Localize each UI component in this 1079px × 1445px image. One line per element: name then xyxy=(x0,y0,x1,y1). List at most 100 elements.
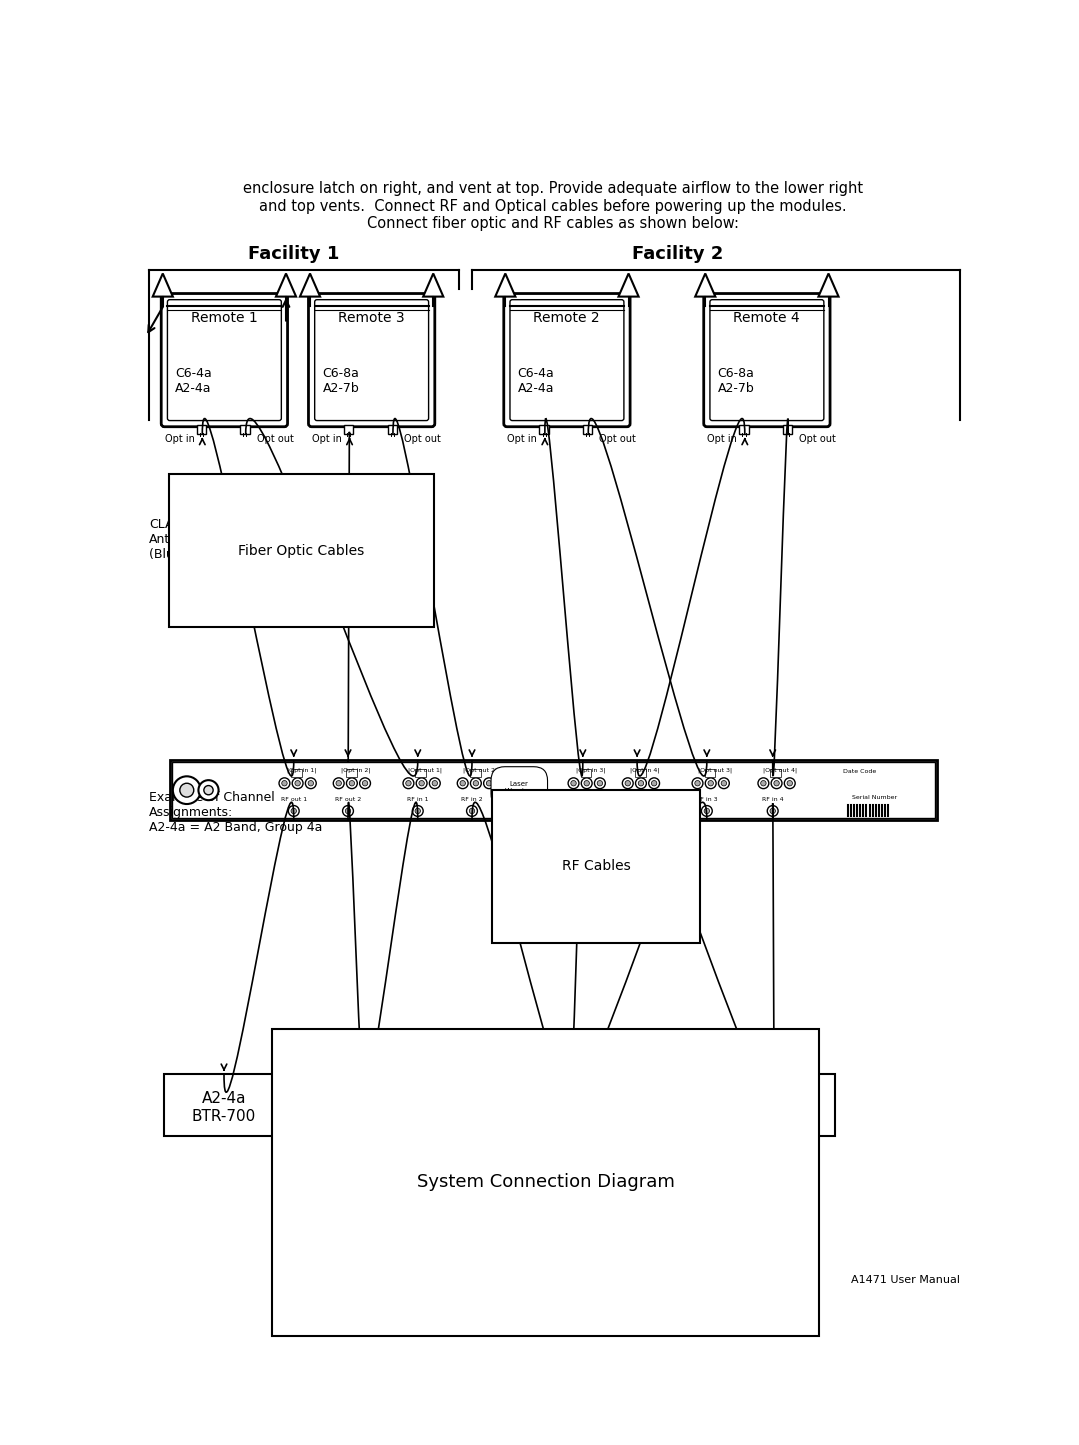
Circle shape xyxy=(719,777,729,789)
Circle shape xyxy=(415,808,421,814)
Bar xyxy=(782,425,792,435)
Text: |Opt out 2|: |Opt out 2| xyxy=(463,767,496,773)
Circle shape xyxy=(292,777,303,789)
Bar xyxy=(770,769,781,777)
Circle shape xyxy=(581,808,586,814)
Bar xyxy=(581,769,591,777)
FancyBboxPatch shape xyxy=(710,299,824,420)
Bar xyxy=(415,769,426,777)
Bar xyxy=(634,769,645,777)
Polygon shape xyxy=(423,273,443,296)
Bar xyxy=(172,763,934,818)
Text: Opt in: Opt in xyxy=(507,434,537,444)
Circle shape xyxy=(432,780,437,786)
Polygon shape xyxy=(819,273,838,296)
Polygon shape xyxy=(300,273,320,296)
Circle shape xyxy=(569,777,579,789)
Circle shape xyxy=(282,780,287,786)
Text: A1471 User Manual: A1471 User Manual xyxy=(851,1274,960,1285)
Text: Opt out: Opt out xyxy=(599,434,636,444)
Circle shape xyxy=(359,777,370,789)
Circle shape xyxy=(787,780,792,786)
Polygon shape xyxy=(276,273,296,296)
Bar xyxy=(164,1074,285,1136)
Circle shape xyxy=(706,777,716,789)
FancyBboxPatch shape xyxy=(309,293,435,426)
Text: Laser
Warning: Laser Warning xyxy=(505,780,534,793)
Circle shape xyxy=(346,777,357,789)
Text: Opt in: Opt in xyxy=(165,434,194,444)
Circle shape xyxy=(631,805,642,816)
Circle shape xyxy=(652,780,657,786)
Circle shape xyxy=(577,805,588,816)
Bar xyxy=(196,425,206,435)
Circle shape xyxy=(708,780,713,786)
Text: Date Code: Date Code xyxy=(843,769,876,775)
Text: Facility 2: Facility 2 xyxy=(631,246,723,263)
Circle shape xyxy=(774,780,779,786)
Text: C6-4a
A2-4a: C6-4a A2-4a xyxy=(518,367,555,396)
Bar xyxy=(583,425,592,435)
Text: |Opt out 3|: |Opt out 3| xyxy=(697,767,732,773)
Bar xyxy=(291,769,302,777)
Circle shape xyxy=(639,780,644,786)
FancyBboxPatch shape xyxy=(315,299,428,420)
Text: C6-8a
BTR-700: C6-8a BTR-700 xyxy=(742,1091,806,1124)
Circle shape xyxy=(336,780,341,786)
Text: A2-4a
BTR-700: A2-4a BTR-700 xyxy=(192,1091,256,1124)
Circle shape xyxy=(571,780,576,786)
Circle shape xyxy=(597,780,602,786)
Bar xyxy=(510,1074,631,1136)
Circle shape xyxy=(636,777,646,789)
Circle shape xyxy=(595,777,605,789)
Circle shape xyxy=(648,777,659,789)
Circle shape xyxy=(469,808,475,814)
Text: Opt out: Opt out xyxy=(257,434,293,444)
Bar xyxy=(469,769,480,777)
Circle shape xyxy=(705,808,710,814)
Text: C6-4a
BTR-700: C6-4a BTR-700 xyxy=(331,1091,396,1124)
Text: Opt out: Opt out xyxy=(404,434,440,444)
Circle shape xyxy=(701,805,712,816)
Circle shape xyxy=(634,808,640,814)
Text: CLA-3
Antenna
(Red) Typical: CLA-3 Antenna (Red) Typical xyxy=(258,484,338,527)
Text: Opt in: Opt in xyxy=(312,434,342,444)
Text: Remote 3: Remote 3 xyxy=(338,311,405,325)
Circle shape xyxy=(487,780,492,786)
Circle shape xyxy=(582,777,592,789)
Circle shape xyxy=(309,780,314,786)
Text: |Opt in 1|: |Opt in 1| xyxy=(287,767,316,773)
Text: C6-8a
A2-7b: C6-8a A2-7b xyxy=(323,367,359,396)
Text: RF out 3: RF out 3 xyxy=(570,798,596,802)
Circle shape xyxy=(761,780,766,786)
Circle shape xyxy=(771,777,782,789)
Circle shape xyxy=(180,783,194,798)
Circle shape xyxy=(342,805,354,816)
Text: C6-4a
A2-4a: C6-4a A2-4a xyxy=(175,367,211,396)
Text: A2-7b
BTR-700: A2-7b BTR-700 xyxy=(538,1091,602,1124)
Text: RF in 3: RF in 3 xyxy=(696,798,718,802)
Text: C6-8a
A2-7b: C6-8a A2-7b xyxy=(718,367,754,396)
Text: Example of Channel
Assignments:
A2-4a = A2 Band, Group 4a: Example of Channel Assignments: A2-4a = … xyxy=(149,790,323,834)
Text: RF Cables: RF Cables xyxy=(562,860,630,873)
Circle shape xyxy=(767,805,778,816)
Circle shape xyxy=(584,780,589,786)
Circle shape xyxy=(419,780,424,786)
Bar xyxy=(345,769,356,777)
Circle shape xyxy=(350,780,355,786)
Text: CLA-1
Antenna
(Blue) Typical: CLA-1 Antenna (Blue) Typical xyxy=(149,517,233,561)
Polygon shape xyxy=(495,273,516,296)
Circle shape xyxy=(721,780,726,786)
Text: System Connection Diagram: System Connection Diagram xyxy=(416,1173,674,1191)
Text: RF out 2: RF out 2 xyxy=(334,798,361,802)
Circle shape xyxy=(173,776,201,803)
Polygon shape xyxy=(695,273,715,296)
Circle shape xyxy=(625,780,630,786)
Bar xyxy=(540,425,549,435)
Text: |Opt out 1|: |Opt out 1| xyxy=(409,767,442,773)
Circle shape xyxy=(483,777,494,789)
Text: |Opt out 4|: |Opt out 4| xyxy=(763,767,797,773)
Text: RF in 1: RF in 1 xyxy=(407,798,428,802)
Bar xyxy=(241,425,249,435)
Text: |Opt in 3|: |Opt in 3| xyxy=(576,767,605,773)
